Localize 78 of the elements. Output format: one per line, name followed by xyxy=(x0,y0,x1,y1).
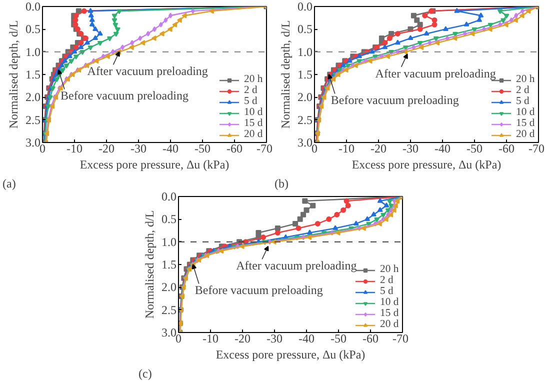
y-tick-label: 2.0 xyxy=(162,280,176,294)
annotation: After vacuum preloading xyxy=(87,64,208,78)
x-tick-label: -20 xyxy=(234,332,250,346)
x-tick-label: 0 xyxy=(176,332,182,346)
y-tick-label: 1.5 xyxy=(26,68,40,82)
x-axis-title: Excess pore pressure, Δu (kPa) xyxy=(80,158,230,172)
legend-label: 15 d xyxy=(380,308,400,319)
legend-label: 2 d xyxy=(516,85,530,96)
legend-label: 20 h xyxy=(516,74,536,85)
y-axis-title: Normalised depth, d/L xyxy=(6,20,20,129)
y-tick-label: 1.0 xyxy=(298,44,312,59)
y-tick-label: 1.0 xyxy=(26,44,40,59)
legend-label: 10 d xyxy=(380,297,400,308)
y-tick-label: 2.5 xyxy=(162,302,176,317)
x-tick-label: -30 xyxy=(402,142,418,156)
y-tick-label: 3.0 xyxy=(26,136,40,150)
y-tick-label: 2.5 xyxy=(26,112,40,127)
legend-label: 20 d xyxy=(244,129,264,140)
legend-label: 20 h xyxy=(244,74,264,85)
x-tick-label: -30 xyxy=(130,142,146,156)
y-tick-label: 2.0 xyxy=(298,90,312,104)
x-tick-label: -10 xyxy=(202,332,218,346)
text: (a) xyxy=(2,176,16,190)
y-tick-label: 2.0 xyxy=(26,90,40,104)
x-tick-label: -10 xyxy=(338,142,354,156)
x-axis-title: Excess pore pressure, Δu (kPa) xyxy=(352,158,502,172)
x-tick-label: -50 xyxy=(466,142,482,156)
y-tick-label: 1.5 xyxy=(162,258,176,272)
x-tick-label: -30 xyxy=(266,332,282,346)
y-tick-label: 3.0 xyxy=(162,326,176,340)
legend-label: 20 d xyxy=(380,319,400,330)
annotation: After vacuum preloading xyxy=(375,66,496,80)
x-tick-label: -60 xyxy=(226,142,242,156)
x-tick-label: -60 xyxy=(362,332,378,346)
x-tick-label: -70 xyxy=(528,142,545,156)
legend-label: 20 h xyxy=(380,264,400,275)
y-tick-label: 0.0 xyxy=(162,190,176,204)
x-tick-label: 0 xyxy=(312,142,318,156)
annotation: Before vacuum preloading xyxy=(60,88,188,103)
y-axis-title: Normalised depth, d/L xyxy=(278,20,292,129)
x-tick-label: -40 xyxy=(434,142,450,156)
y-tick-label: 0.0 xyxy=(26,0,40,14)
legend-label: 10 d xyxy=(244,107,264,118)
x-tick-label: -50 xyxy=(330,332,346,346)
annotation: Before vacuum preloading xyxy=(194,283,323,298)
legend-label: 5 d xyxy=(380,286,394,297)
x-tick-label: -20 xyxy=(370,142,386,156)
annotation: After vacuum preloading xyxy=(236,258,357,273)
y-tick-label: 0.0 xyxy=(298,0,312,14)
x-tick-label: -10 xyxy=(66,142,82,156)
x-tick-label: -70 xyxy=(256,142,273,156)
y-tick-label: 3.0 xyxy=(298,136,312,150)
x-tick-label: -60 xyxy=(498,142,514,156)
legend-label: 2 d xyxy=(380,275,394,286)
y-tick-label: 0.5 xyxy=(298,22,312,36)
legend-label: 10 d xyxy=(516,107,536,118)
y-tick-label: 1.5 xyxy=(298,68,312,82)
x-tick-label: -20 xyxy=(98,142,114,156)
y-tick-label: 0.5 xyxy=(26,22,40,36)
x-tick-label: -70 xyxy=(392,332,409,346)
annotation: Before vacuum preloading xyxy=(330,93,459,108)
y-tick-label: 0.5 xyxy=(162,212,176,226)
legend-label: 20 d xyxy=(516,129,536,140)
legend-label: 5 d xyxy=(516,96,530,107)
y-tick-label: 2.5 xyxy=(298,112,312,127)
text: (b) xyxy=(274,176,288,190)
y-axis-title: Normalised depth, d/L xyxy=(142,210,156,319)
x-tick-label: 0 xyxy=(40,142,46,156)
text: (c) xyxy=(138,366,152,380)
legend-label: 15 d xyxy=(244,118,264,129)
x-tick-label: -40 xyxy=(298,332,314,346)
legend-label: 15 d xyxy=(516,118,536,129)
x-axis-title: Excess pore pressure, Δu (kPa) xyxy=(216,348,366,362)
legend-label: 5 d xyxy=(244,96,258,107)
legend-label: 2 d xyxy=(244,85,258,96)
x-tick-label: -50 xyxy=(194,142,210,156)
y-tick-label: 1.0 xyxy=(162,234,176,249)
x-tick-label: -40 xyxy=(162,142,178,156)
